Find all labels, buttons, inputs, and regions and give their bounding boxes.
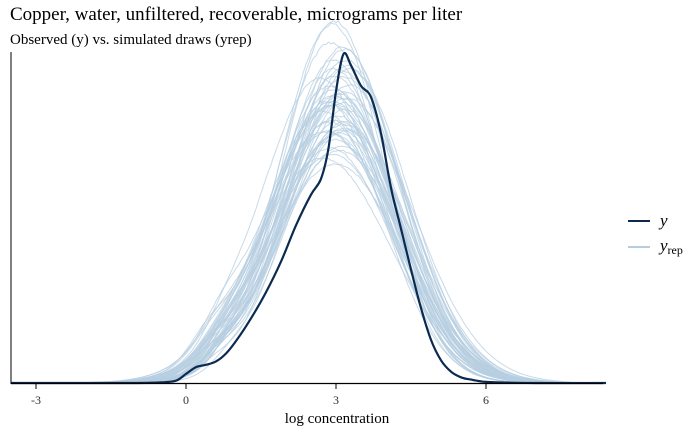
yrep-line bbox=[11, 157, 607, 384]
legend-label-yrep: yrep bbox=[660, 236, 683, 258]
yrep-line bbox=[11, 59, 606, 384]
yrep-line bbox=[11, 149, 606, 384]
yrep-line bbox=[11, 127, 606, 384]
yrep-line bbox=[11, 123, 606, 384]
legend-label-yrep-sub: rep bbox=[667, 243, 683, 257]
yrep-draws bbox=[11, 20, 607, 384]
legend: y yrep bbox=[628, 208, 683, 260]
yrep-line bbox=[11, 96, 606, 384]
yrep-line bbox=[11, 120, 606, 384]
yrep-line bbox=[11, 153, 607, 384]
yrep-line bbox=[11, 147, 606, 384]
yrep-line bbox=[11, 67, 606, 384]
yrep-line bbox=[11, 88, 606, 384]
yrep-line bbox=[11, 20, 606, 384]
yrep-line bbox=[11, 119, 606, 384]
yrep-line bbox=[11, 163, 607, 384]
legend-swatch-y bbox=[628, 220, 650, 222]
x-axis-label: log concentration bbox=[285, 411, 390, 427]
legend-item-y: y bbox=[628, 208, 683, 234]
yrep-line bbox=[11, 138, 606, 384]
x-tick-label: 6 bbox=[483, 393, 489, 407]
x-tick-label: 0 bbox=[183, 393, 189, 407]
yrep-line bbox=[11, 120, 606, 384]
legend-swatch-yrep bbox=[628, 246, 650, 248]
yrep-line bbox=[11, 108, 606, 384]
yrep-line bbox=[11, 60, 606, 384]
yrep-line bbox=[11, 84, 606, 384]
legend-label-y: y bbox=[660, 211, 668, 230]
yrep-line bbox=[11, 130, 606, 384]
x-tick-label: 3 bbox=[333, 393, 339, 407]
chart-subtitle: Observed (y) vs. simulated draws (yrep) bbox=[10, 32, 252, 48]
chart-title: Copper, water, unfiltered, recoverable, … bbox=[10, 4, 463, 25]
yrep-line bbox=[11, 130, 606, 384]
legend-label-yrep-main: y bbox=[660, 236, 668, 255]
x-tick-label: -3 bbox=[31, 393, 41, 407]
yrep-line bbox=[11, 145, 606, 384]
yrep-line bbox=[11, 119, 607, 384]
observed-y-line bbox=[11, 51, 607, 385]
yrep-line bbox=[11, 22, 606, 384]
legend-item-yrep: yrep bbox=[628, 234, 683, 260]
